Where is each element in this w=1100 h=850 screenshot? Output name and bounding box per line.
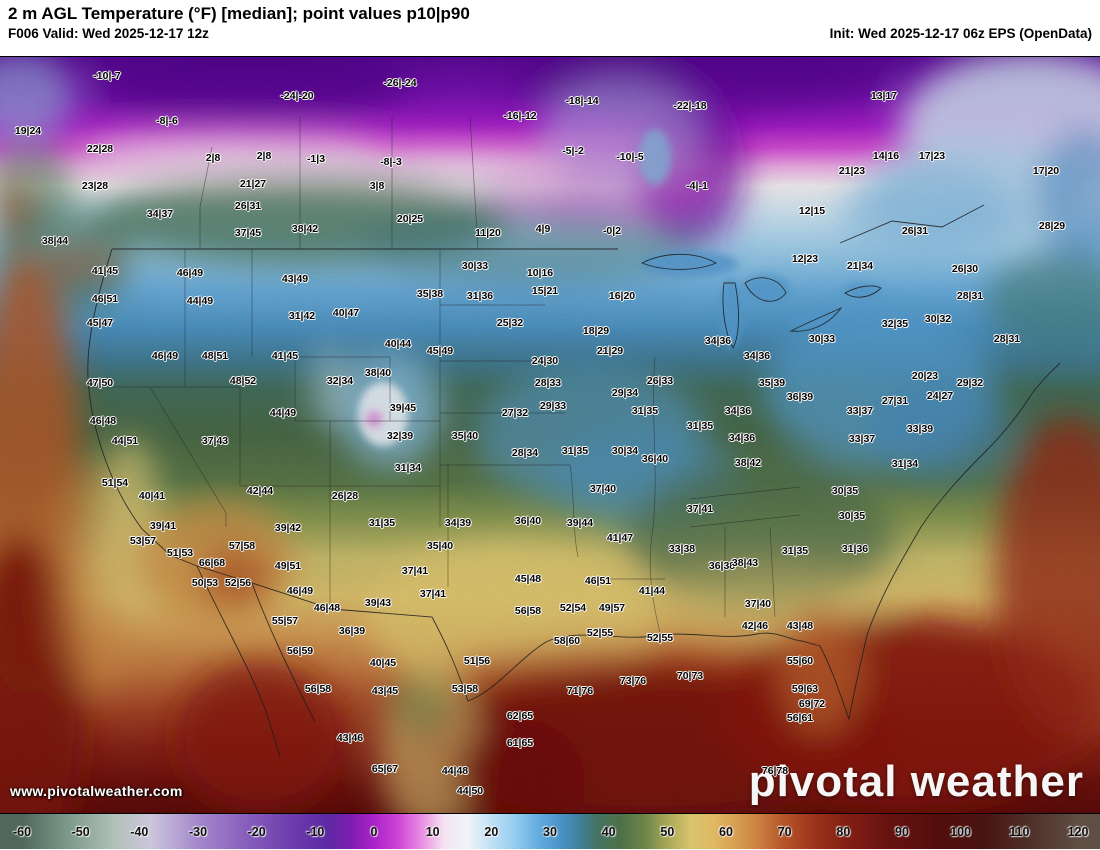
colorbar-tick-label: -50 bbox=[71, 824, 90, 839]
colorbar-tick-label: -40 bbox=[130, 824, 149, 839]
colorbar-tick-label: 0 bbox=[370, 824, 378, 839]
pivotal-weather-logo: pivotal weather bbox=[748, 757, 1084, 806]
colorbar-tick-label: 90 bbox=[895, 824, 909, 839]
header: 2 m AGL Temperature (°F) [median]; point… bbox=[0, 0, 1100, 56]
watermark-url: www.pivotalweather.com bbox=[10, 783, 183, 799]
colorbar-tick-label: 20 bbox=[484, 824, 499, 839]
init-time-label: Init: Wed 2025-12-17 06z EPS (OpenData) bbox=[829, 26, 1092, 42]
colorbar-gradient bbox=[0, 814, 1100, 849]
colorbar: -60 -50 -40 -30 -20 -10 0 10 20 30 40 50 60 70 80 90 100… bbox=[0, 814, 1100, 849]
colorbar-tick-label: -30 bbox=[188, 824, 208, 839]
colorbar-tick-label: 10 bbox=[425, 824, 440, 839]
terrain-grain bbox=[0, 57, 1100, 813]
colorbar-tick-label: 100 bbox=[950, 824, 972, 839]
colorbar-tick-label: -60 bbox=[12, 824, 32, 839]
map-title: 2 m AGL Temperature (°F) [median]; point… bbox=[8, 4, 470, 23]
coast-and-borders bbox=[87, 204, 1061, 758]
colorbar-tick-label: 70 bbox=[777, 824, 792, 839]
map-area: www.pivotalweather.com pivotal weather -… bbox=[0, 56, 1100, 814]
colorbar-tick-label: -20 bbox=[247, 824, 266, 839]
colorbar-tick-label: 80 bbox=[836, 824, 851, 839]
colorbar-tick-label: 110 bbox=[1009, 824, 1030, 839]
valid-time-label: F006 Valid: Wed 2025-12-17 12z bbox=[8, 26, 209, 42]
temperature-field bbox=[0, 57, 1100, 813]
colorbar-tick-label: 120 bbox=[1067, 824, 1089, 839]
colorbar-tick-label: 50 bbox=[660, 824, 675, 839]
colorbar-tick-label: 60 bbox=[719, 824, 733, 839]
colorbar-tick-label: 30 bbox=[543, 824, 557, 839]
state-borders bbox=[88, 116, 801, 642]
colorbar-tick-label: 40 bbox=[601, 824, 616, 839]
colorbar-tick-label: -10 bbox=[306, 824, 325, 839]
